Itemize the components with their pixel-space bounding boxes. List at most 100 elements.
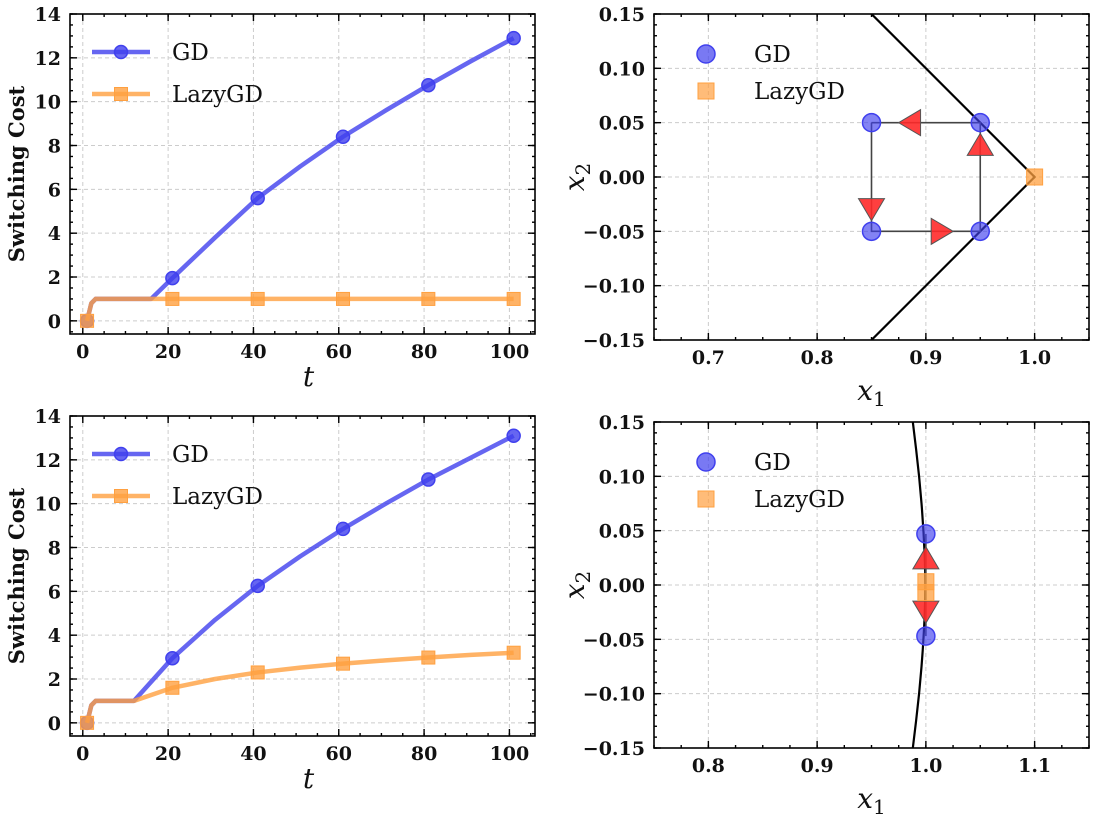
y-tick-label: −0.05 (583, 221, 645, 243)
legend-marker-GD (696, 452, 716, 472)
y-tick-label: 0.10 (599, 58, 645, 80)
legend: GD LazyGD (696, 450, 845, 513)
legend-marker-GD (113, 44, 129, 60)
x-tick-label: 0.9 (909, 347, 942, 369)
y-tick-label: −0.10 (583, 276, 645, 298)
x-tick-label: 60 (326, 341, 352, 363)
y-tick-label: 4 (48, 223, 61, 245)
legend-marker-LazyGD (697, 82, 715, 100)
data-point-GD (861, 112, 882, 133)
legend: GD LazyGD (696, 42, 845, 105)
y-tick-label: 14 (35, 406, 61, 428)
data-point-LazyGD (506, 645, 521, 660)
y-tick-label: 12 (35, 450, 61, 472)
y-tick-label: 0.15 (599, 4, 645, 26)
data-point-LazyGD (421, 650, 436, 665)
data-point-GD (421, 77, 436, 93)
data-point-GD (506, 30, 521, 46)
direction-arrow (897, 108, 922, 137)
y-axis-label: Switching Cost (4, 85, 29, 262)
y-tick-label: 14 (35, 4, 61, 26)
x-axis-label: t (303, 360, 315, 393)
data-point-LazyGD (917, 584, 935, 602)
y-tick-label: 2 (48, 267, 61, 289)
legend-label-GD: GD (172, 442, 209, 468)
x-axis-label: x1 (857, 782, 886, 819)
direction-arrow (857, 198, 886, 222)
y-tick-label: 10 (35, 92, 61, 114)
x-tick-label: 1.0 (909, 755, 942, 777)
y-tick-label: 12 (35, 48, 61, 70)
y-tick-label: 0.05 (599, 113, 645, 135)
data-point-LazyGD (336, 656, 351, 671)
y-tick-label: 0.10 (599, 466, 645, 488)
plot-area (911, 422, 940, 748)
x-tick-label: 1.0 (1018, 347, 1051, 369)
legend-label-LazyGD: LazyGD (754, 79, 845, 105)
x-tick-label: 0 (76, 341, 89, 363)
x-tick-label: 20 (155, 743, 181, 765)
data-point-LazyGD (250, 291, 265, 306)
data-point-GD (165, 270, 180, 286)
y-tick-label: −0.05 (583, 629, 645, 651)
x-tick-label: 0.8 (801, 347, 834, 369)
x-tick-label: 40 (240, 743, 266, 765)
panel-bottom-right: 0.8 0.9 1.0 1.1 −0.15 −0.10 −0.05 0.00 0.05 0.10 0… (558, 412, 1090, 819)
data-point-LazyGD (250, 665, 265, 680)
x-tick-label: 0.9 (801, 755, 834, 777)
series-line-GD (84, 36, 515, 322)
panel-top-left: 0 20 40 60 80 100 0 2 4 6 8 10 12 14 t Switching Cost GD… (4, 4, 536, 393)
x-tick-label: 0.8 (692, 755, 725, 777)
axes-frame (653, 421, 1090, 749)
y-tick-label: 10 (35, 494, 61, 516)
y-tick-label: 0 (48, 713, 61, 735)
axes-frame (69, 13, 536, 335)
legend-marker-LazyGD (697, 490, 715, 508)
data-point-GD (250, 190, 265, 206)
x-tick-label: 80 (411, 743, 437, 765)
x-tick-label: 100 (490, 341, 530, 363)
y-tick-label: −0.10 (583, 684, 645, 706)
y-tick-label: −0.15 (583, 738, 645, 760)
x-tick-label: 0 (76, 743, 89, 765)
legend: GD LazyGD (92, 40, 263, 108)
y-tick-label: −0.15 (583, 330, 645, 352)
data-point-GD (970, 221, 990, 242)
y-tick-label: 6 (48, 179, 61, 201)
data-point-GD (861, 221, 882, 242)
y-tick-label: 0 (48, 311, 61, 333)
data-point-LazyGD (1026, 168, 1044, 186)
x-tick-label: 80 (411, 341, 437, 363)
y-axis-label: x2 (558, 571, 595, 600)
y-tick-label: 6 (48, 581, 61, 603)
y-tick-label: 4 (48, 625, 61, 647)
legend-label-GD: GD (754, 42, 791, 68)
series-line-GD (84, 433, 515, 724)
y-tick-label: 2 (48, 669, 61, 691)
data-point-LazyGD (165, 680, 180, 695)
data-point-LazyGD (421, 291, 436, 306)
y-tick-label: 0.05 (599, 521, 645, 543)
axes-frame (69, 415, 536, 737)
y-tick-label: 8 (48, 136, 61, 158)
legend-label-LazyGD: LazyGD (754, 487, 845, 513)
direction-arrow (966, 132, 995, 156)
data-point-GD (335, 521, 351, 537)
x-tick-label: 0.7 (692, 347, 725, 369)
y-tick-label: 8 (48, 538, 61, 560)
panel-top-right: 0.7 0.8 0.9 1.0 −0.15 −0.10 −0.05 0.00 0.05 0.10 0… (558, 4, 1090, 411)
legend-label-GD: GD (172, 40, 209, 66)
series-line-LazyGD (84, 296, 514, 322)
data-point-GD (970, 112, 990, 133)
data-point-GD (165, 650, 180, 666)
x-tick-label: 20 (155, 341, 181, 363)
x-tick-label: 100 (490, 743, 530, 765)
data-point-GD (506, 428, 521, 443)
legend-marker-GD (696, 44, 716, 64)
data-point-GD (335, 129, 351, 144)
y-axis-label: Switching Cost (4, 487, 29, 664)
plot-area (79, 428, 521, 731)
data-point-LazyGD (80, 313, 95, 328)
direction-arrow (911, 545, 940, 570)
